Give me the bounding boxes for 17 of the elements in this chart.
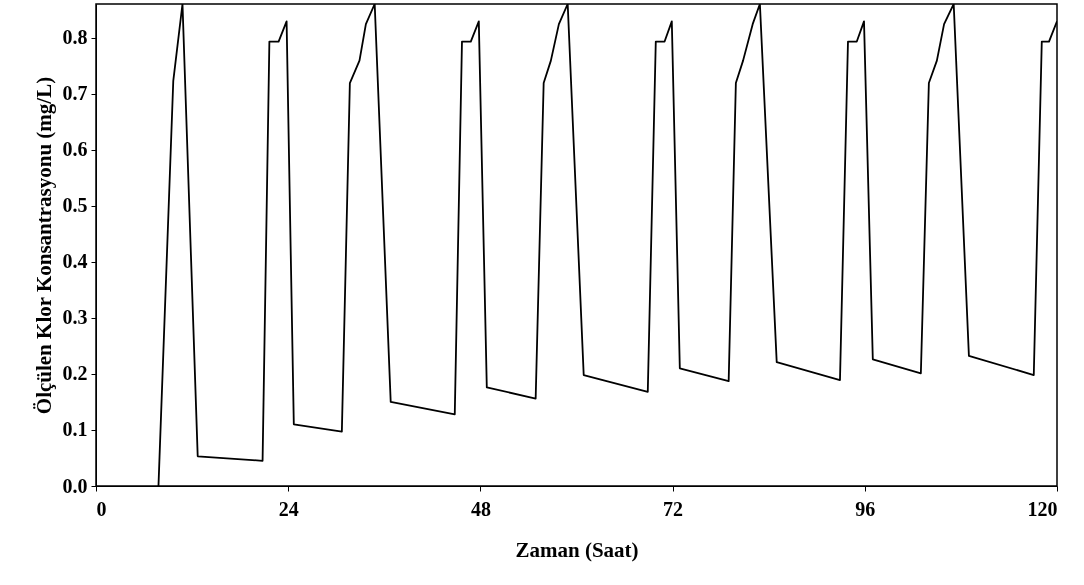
y-tick-label: 0.4	[62, 250, 88, 273]
x-tick-label: 0	[96, 497, 107, 520]
x-tick-label: 96	[855, 497, 876, 520]
y-tick-label: 0.3	[62, 306, 88, 329]
y-tick-label: 0.1	[62, 418, 88, 441]
y-tick-label: 0.6	[62, 138, 88, 161]
x-axis-title: Zaman (Saat)	[515, 537, 639, 562]
x-tick-label: 48	[470, 497, 491, 520]
x-tick-label: 120	[1027, 497, 1058, 520]
y-axis-title: Ölçülen Klor Konsantrasyonu (mg/L)	[31, 76, 56, 415]
x-tick-label: 72	[663, 497, 684, 520]
x-tick-label: 24	[278, 497, 299, 520]
y-tick-label: 0.7	[62, 82, 88, 105]
y-tick-label: 0.2	[62, 362, 88, 385]
y-tick-label: 0.0	[62, 474, 88, 497]
y-tick-label: 0.8	[62, 26, 88, 49]
y-tick-label: 0.5	[62, 194, 88, 217]
